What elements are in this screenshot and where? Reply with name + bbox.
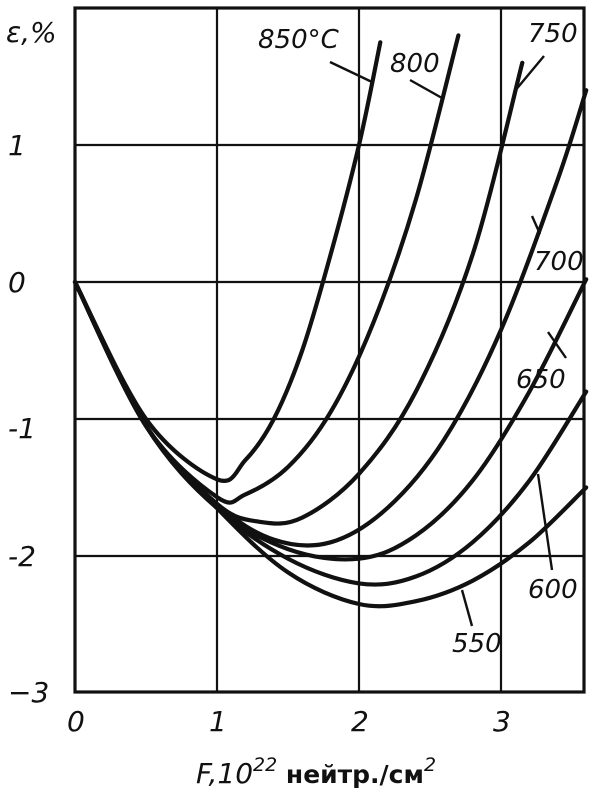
- plot-frame: [73, 6, 586, 694]
- y-tick-label: -1: [8, 412, 36, 445]
- y-tick-label: 0: [8, 266, 26, 299]
- y-axis-label: ε,%: [6, 16, 57, 49]
- series-labels: 850°C 800 750 700 650 600 550: [258, 19, 584, 659]
- series-label: 800: [390, 49, 440, 79]
- y-tick-label: 1: [8, 129, 26, 162]
- label-leader-line: [547, 331, 567, 359]
- series-line: [72, 88, 589, 548]
- x-tick-label: 1: [209, 705, 227, 738]
- series-line: [72, 279, 589, 609]
- label-leaders: [329, 55, 567, 627]
- y-tick-label: −3: [8, 676, 49, 709]
- x-tick-label: 3: [493, 705, 511, 738]
- label-leader-line: [536, 473, 554, 571]
- x-axis-label-prefix: F,10: [196, 757, 253, 790]
- x-axis-label: F,1022 нейтр./см2: [196, 754, 436, 790]
- tick-labels: 0 1 2 3 1 0 -1 -2 −3: [8, 129, 511, 738]
- series-label: 650: [516, 365, 566, 395]
- label-leader-line: [460, 589, 474, 627]
- series-label: 550: [452, 629, 502, 659]
- grid: [75, 8, 584, 692]
- series-label: 700: [534, 247, 584, 277]
- y-tick-label: -2: [8, 540, 36, 573]
- series-line: [72, 40, 383, 483]
- x-tick-label: 2: [351, 705, 369, 738]
- curves: [72, 33, 589, 609]
- label-leader-line: [530, 215, 542, 235]
- x-axis-label-exponent: 22: [253, 754, 277, 776]
- label-leader-line: [513, 55, 545, 93]
- x-tick-label: 0: [67, 705, 85, 738]
- series-label: 750: [528, 19, 578, 49]
- series-label: 850°C: [258, 25, 340, 55]
- x-axis-label-unit-exponent: 2: [424, 754, 436, 776]
- series-label: 600: [528, 575, 578, 605]
- x-axis-label-unit: нейтр./см: [277, 760, 424, 789]
- label-leader-line: [409, 78, 443, 100]
- label-leader-line: [329, 60, 373, 84]
